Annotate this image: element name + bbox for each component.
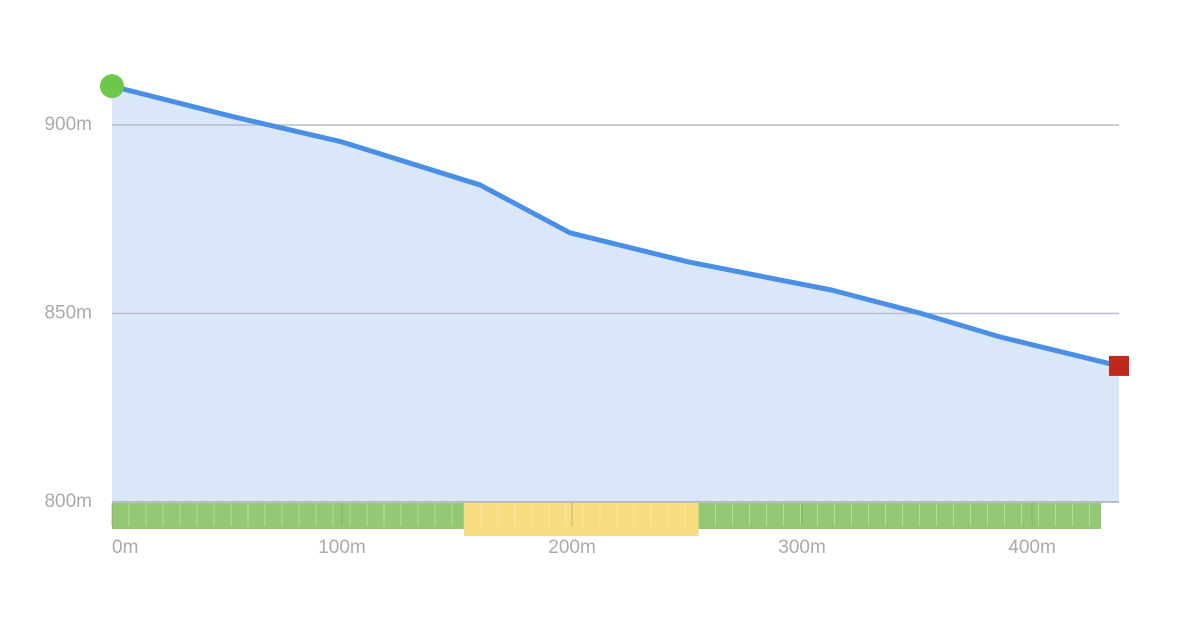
end-marker: [1109, 355, 1129, 376]
x-tick-label: 200m: [548, 537, 596, 558]
x-tick-label: 300m: [778, 537, 826, 558]
y-tick-label: 900m: [44, 114, 92, 135]
grade-segment: [463, 503, 699, 536]
y-tick-label: 850m: [44, 303, 92, 324]
grade-segment: [112, 503, 464, 529]
elevation-line: [111, 83, 1120, 369]
grade-segment: [698, 503, 1102, 529]
x-tick-label: 0m: [112, 537, 138, 558]
area: [112, 86, 1119, 502]
start-marker: [100, 74, 124, 99]
x-tick-label: 100m: [318, 537, 366, 558]
x-tick-label: 400m: [1008, 537, 1056, 558]
y-tick-label: 800m: [44, 491, 92, 512]
